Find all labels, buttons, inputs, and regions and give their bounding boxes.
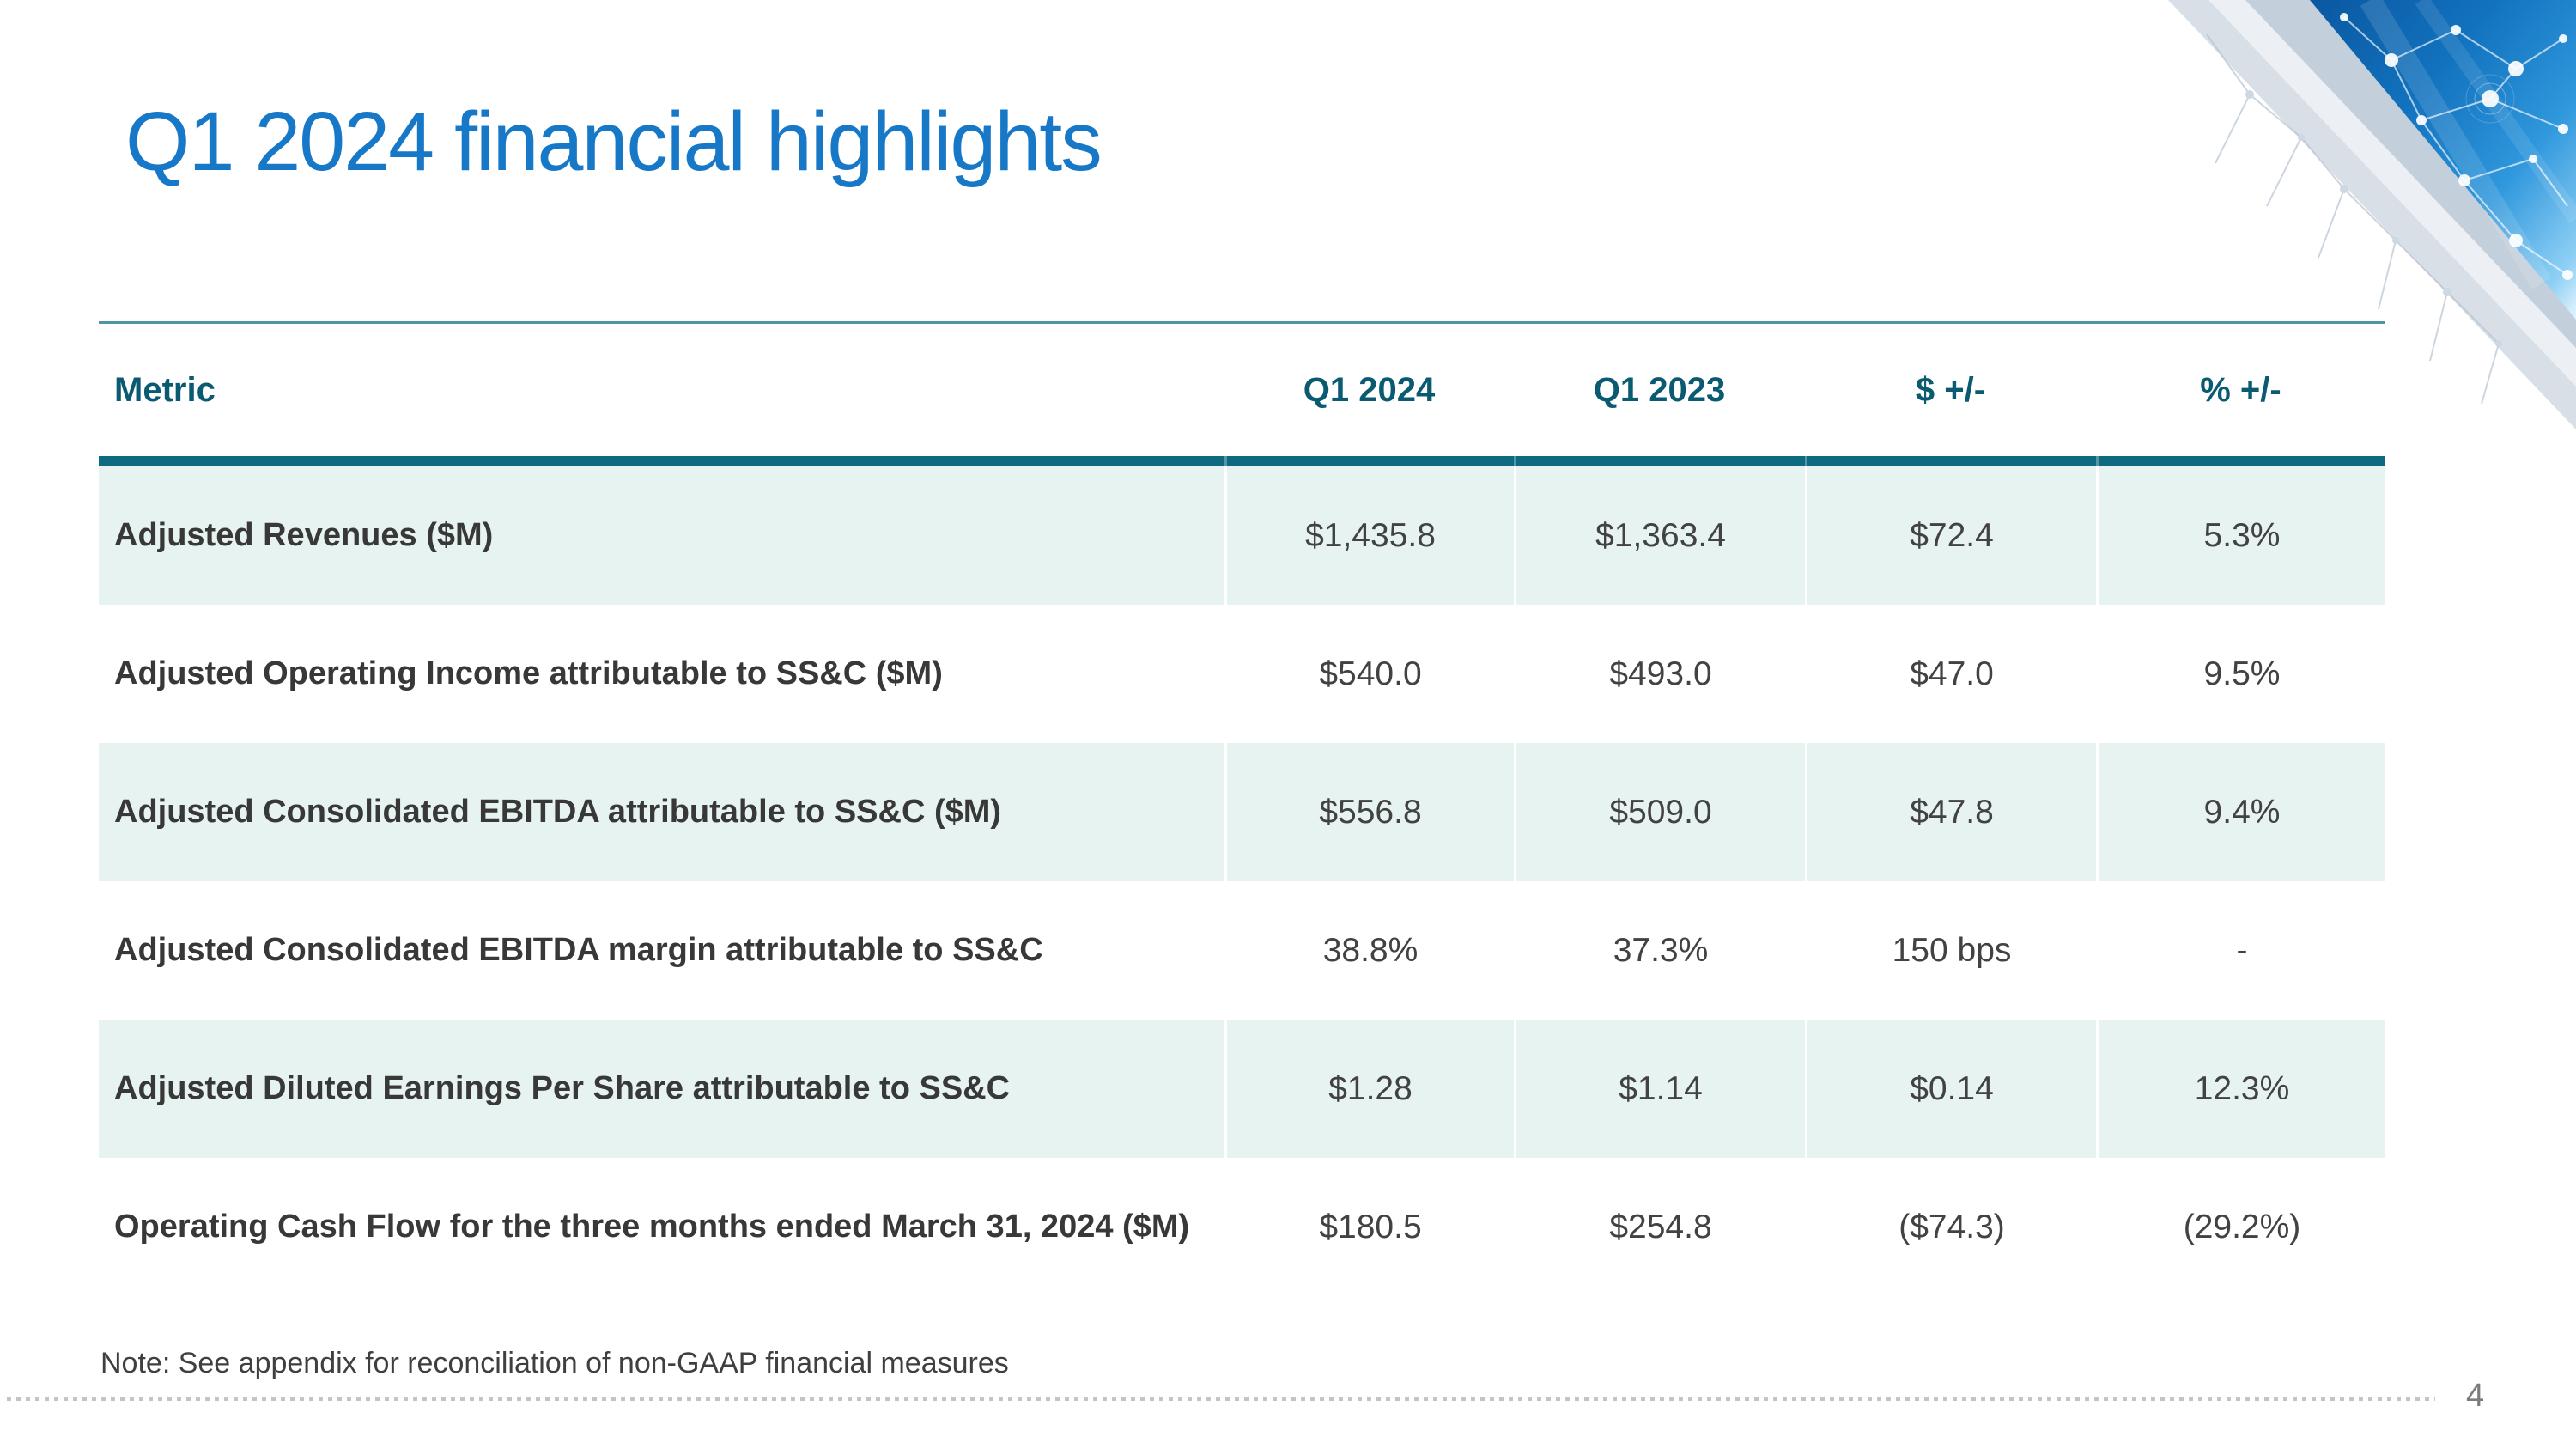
bar-divider bbox=[2096, 456, 2099, 466]
footer-dotted-separator bbox=[7, 1397, 2435, 1401]
bar-divider bbox=[1805, 456, 1807, 466]
value-q1-2023: $1,363.4 bbox=[1514, 466, 1805, 605]
footnote: Note: See appendix for reconciliation of… bbox=[100, 1347, 1009, 1379]
network-graphic bbox=[2168, 0, 2576, 429]
metric-label: Adjusted Consolidated EBITDA attributabl… bbox=[114, 794, 1002, 830]
financial-highlights-table: Metric Q1 2024 Q1 2023 $ +/- % +/- Adjus… bbox=[99, 321, 2385, 1296]
value-q1-2024: $540.0 bbox=[1319, 654, 1422, 692]
bar-divider bbox=[1514, 456, 1516, 466]
value-q1-2023: $509.0 bbox=[1514, 743, 1805, 881]
bar-divider bbox=[1224, 456, 1227, 466]
value-q1-2024: $180.5 bbox=[1319, 1208, 1422, 1245]
value-q1-2023: $254.8 bbox=[1609, 1208, 1712, 1245]
table-row-ebitda-margin: Adjusted Consolidated EBITDA margin attr… bbox=[99, 881, 2385, 1020]
value-percent-change: 9.4% bbox=[2096, 743, 2385, 881]
column-header-percent-change: % +/- bbox=[2200, 370, 2281, 409]
value-q1-2023: $1.14 bbox=[1514, 1020, 1805, 1158]
table-row-adjusted-consolidated-ebitda: Adjusted Consolidated EBITDA attributabl… bbox=[99, 743, 2385, 881]
table-header-row: Metric Q1 2024 Q1 2023 $ +/- % +/- bbox=[99, 324, 2385, 456]
value-percent-change: (29.2%) bbox=[2183, 1208, 2301, 1245]
value-dollar-change: 150 bps bbox=[1892, 931, 2012, 969]
value-q1-2024: $1.28 bbox=[1224, 1020, 1514, 1158]
value-percent-change: 5.3% bbox=[2096, 466, 2385, 605]
metric-label: Adjusted Operating Income attributable t… bbox=[114, 655, 943, 691]
value-dollar-change: $47.8 bbox=[1805, 743, 2096, 881]
page-title: Q1 2024 financial highlights bbox=[125, 94, 1103, 188]
column-header-q1-2023: Q1 2023 bbox=[1593, 370, 1726, 409]
value-percent-change: 12.3% bbox=[2096, 1020, 2385, 1158]
metric-label: Adjusted Consolidated EBITDA margin attr… bbox=[114, 932, 1043, 968]
value-dollar-change: $72.4 bbox=[1805, 466, 2096, 605]
value-q1-2024: 38.8% bbox=[1322, 931, 1419, 969]
value-dollar-change: $0.14 bbox=[1805, 1020, 2096, 1158]
value-q1-2024: $556.8 bbox=[1224, 743, 1514, 881]
table-row-operating-cash-flow: Operating Cash Flow for the three months… bbox=[99, 1158, 2385, 1296]
table-row-adjusted-revenues: Adjusted Revenues ($M) $1,435.8 $1,363.4… bbox=[99, 466, 2385, 605]
metric-label: Adjusted Diluted Earnings Per Share attr… bbox=[114, 1070, 1011, 1106]
table-top-rule bbox=[99, 321, 2385, 324]
page-number: 4 bbox=[2466, 1378, 2485, 1414]
column-header-metric: Metric bbox=[114, 370, 216, 409]
header-divider-bar bbox=[99, 456, 2385, 466]
table-row-adjusted-operating-income: Adjusted Operating Income attributable t… bbox=[99, 605, 2385, 743]
metric-label: Adjusted Revenues ($M) bbox=[114, 517, 494, 553]
metric-label: Operating Cash Flow for the three months… bbox=[114, 1209, 1190, 1245]
value-q1-2024: $1,435.8 bbox=[1224, 466, 1514, 605]
column-header-dollar-change: $ +/- bbox=[1915, 370, 1986, 409]
column-header-q1-2024: Q1 2024 bbox=[1303, 370, 1436, 409]
table-row-diluted-eps: Adjusted Diluted Earnings Per Share attr… bbox=[99, 1020, 2385, 1158]
value-dollar-change: $47.0 bbox=[1910, 654, 1994, 692]
value-percent-change: - bbox=[2236, 931, 2248, 969]
value-dollar-change: ($74.3) bbox=[1899, 1208, 2005, 1245]
value-percent-change: 9.5% bbox=[2203, 654, 2281, 692]
value-q1-2023: $493.0 bbox=[1609, 654, 1712, 692]
value-q1-2023: 37.3% bbox=[1613, 931, 1709, 969]
